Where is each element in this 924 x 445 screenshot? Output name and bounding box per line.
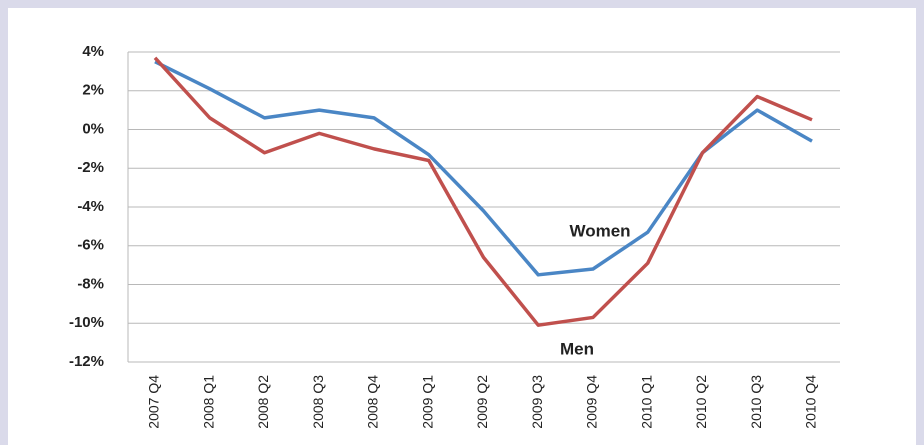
x-tick-label: 2009 Q3	[529, 375, 545, 429]
y-tick-label: 4%	[82, 43, 104, 60]
x-tick-label: 2010 Q1	[638, 375, 654, 429]
chart-area	[8, 8, 916, 445]
x-tick-label: 2009 Q1	[419, 375, 435, 429]
x-tick-label: 2010 Q3	[748, 375, 764, 429]
x-tick-label: 2008 Q2	[255, 375, 271, 429]
y-tick-label: 2%	[82, 82, 104, 99]
x-tick-label: 2010 Q2	[693, 375, 709, 429]
x-tick-label: 2010 Q4	[803, 375, 819, 429]
y-tick-label: -2%	[77, 159, 104, 176]
x-tick-label: 2008 Q3	[310, 375, 326, 429]
y-tick-label: -12%	[69, 353, 104, 370]
series-label: Women	[569, 221, 630, 240]
y-tick-label: 0%	[82, 120, 104, 137]
y-tick-label: -4%	[77, 198, 104, 215]
x-tick-label: 2009 Q2	[474, 375, 490, 429]
y-tick-label: -6%	[77, 237, 104, 254]
x-tick-label: 2008 Q4	[365, 375, 381, 429]
series-label: Men	[560, 339, 594, 358]
x-tick-label: 2007 Q4	[146, 375, 162, 429]
y-tick-label: -8%	[77, 275, 104, 292]
y-tick-label: -10%	[69, 314, 104, 331]
series-line	[153, 56, 813, 327]
x-tick-label: 2009 Q4	[584, 375, 600, 429]
x-tick-label: 2008 Q1	[200, 375, 216, 429]
